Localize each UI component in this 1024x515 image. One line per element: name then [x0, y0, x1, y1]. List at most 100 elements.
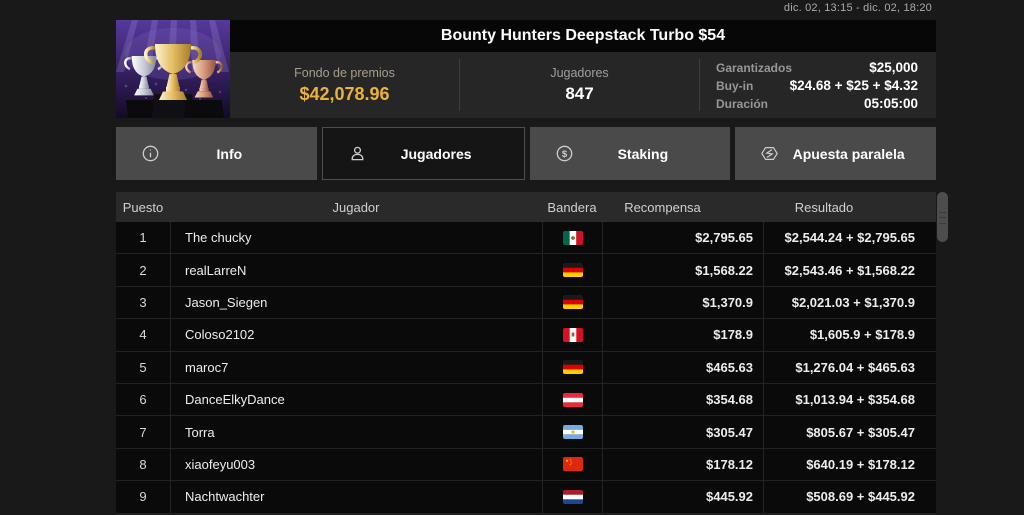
- bounty-cell: $465.63: [602, 351, 763, 383]
- divider: [699, 59, 700, 111]
- tab-staking[interactable]: $ Staking: [529, 127, 731, 180]
- player-name-cell: maroc7: [170, 351, 542, 383]
- tab-info[interactable]: Info: [116, 127, 317, 180]
- rank-cell: 4: [139, 327, 147, 343]
- tab-bar: Info Jugadores $ Staking: [116, 127, 936, 180]
- svg-text:$: $: [561, 149, 567, 160]
- rank-cell: 1: [139, 230, 147, 246]
- duration-value: 05:05:00: [863, 95, 918, 111]
- table-header: Puesto Jugador Bandera Recompensa Result…: [116, 192, 936, 222]
- column-header-jugador: Jugador: [332, 199, 380, 215]
- result-cell: $2,544.24 + $2,795.65: [763, 222, 923, 254]
- flag-cell: [542, 286, 602, 319]
- flag-peru: [562, 327, 583, 342]
- flag-germany: [562, 360, 583, 375]
- table-row[interactable]: 3 Jason_Siegen $1,370.9 $2,021.03 + $1,370.…: [116, 286, 936, 320]
- result-cell: $2,021.03 + $1,370.9: [763, 286, 923, 319]
- flag-mexico: [562, 230, 583, 245]
- table-row[interactable]: 7 Torra $305.47 $805.67 + $305.47: [116, 416, 936, 449]
- rank-cell: 7: [139, 424, 147, 440]
- tab-jugadores[interactable]: Jugadores: [321, 127, 525, 180]
- prize-pool-label: Fondo de premios: [294, 65, 395, 80]
- rank-cell: 9: [139, 489, 147, 505]
- column-header-resultado: Resultado: [794, 199, 854, 215]
- scrollbar-thumb[interactable]: [937, 192, 948, 242]
- bounty-cell: $178.9: [602, 319, 763, 351]
- player-name-cell: Nachtwachter: [170, 481, 542, 513]
- table-row[interactable]: 6 DanceElkyDance $354.68 $1,013.94 + $354.6…: [116, 383, 936, 417]
- prize-pool-value: $42,078.96: [299, 83, 390, 104]
- buyin-value: $24.68 + $25 + $4.32: [789, 77, 918, 93]
- tab-staking-label: Staking: [617, 145, 669, 162]
- tab-jugadores-label: Jugadores: [400, 145, 472, 162]
- flag-cell: [542, 383, 602, 416]
- players-count: Jugadores 847: [460, 52, 699, 118]
- tournament-header: Bounty Hunters Deepstack Turbo $54 Fondo…: [116, 20, 936, 118]
- bounty-cell: $445.92: [602, 481, 763, 513]
- duration-row: Duración 05:05:00: [716, 96, 918, 111]
- column-header-bandera: Bandera: [547, 199, 597, 215]
- flag-cell: [542, 254, 602, 286]
- flag-argentina: [562, 425, 583, 440]
- column-header-puesto: Puesto: [122, 199, 164, 215]
- person-icon: [349, 145, 367, 163]
- flag-cell: [542, 319, 602, 351]
- rank-cell: 5: [139, 359, 147, 375]
- flag-cell: [542, 222, 602, 254]
- tab-apuesta-paralela-label: Apuesta paralela: [792, 145, 905, 162]
- guaranteed-label: Garantizados: [716, 60, 793, 75]
- tournament-title: Bounty Hunters Deepstack Turbo $54: [440, 27, 726, 44]
- bounty-cell: $1,370.9: [602, 286, 763, 319]
- result-cell: $805.67 + $305.47: [763, 416, 923, 448]
- flag-china: [562, 457, 583, 472]
- player-name-cell: Jason_Siegen: [170, 286, 542, 319]
- bounty-cell: $178.12: [602, 448, 763, 481]
- tab-apuesta-paralela[interactable]: Apuesta paralela: [735, 127, 936, 180]
- table-row[interactable]: 4 Coloso2102 $178.9 $1,605.9 + $178.9: [116, 319, 936, 352]
- divider: [459, 59, 460, 111]
- column-header-recompensa: Recompensa: [624, 199, 701, 215]
- flag-cell: [542, 448, 602, 481]
- table-row[interactable]: 9 Nachtwachter $445.92 $508.69 + $445.92: [116, 481, 936, 514]
- bounty-cell: $1,568.22: [602, 254, 763, 286]
- flag-germany: [562, 263, 583, 278]
- title-bar: Bounty Hunters Deepstack Turbo $54: [230, 20, 936, 52]
- tab-info-label: Info: [216, 145, 243, 162]
- player-name-cell: Torra: [170, 416, 542, 448]
- bounty-cell: $2,795.65: [602, 222, 763, 254]
- flag-cell: [542, 351, 602, 383]
- duration-label: Duración: [716, 96, 769, 111]
- guaranteed-row: Garantizados $25,000: [716, 60, 918, 75]
- parallel-bet-icon: [761, 145, 779, 163]
- bounty-cell: $305.47: [602, 416, 763, 448]
- table-row[interactable]: 8 xiaofeyu003 $178.12 $640.19 + $178.12: [116, 448, 936, 482]
- flag-cell: [542, 481, 602, 513]
- result-cell: $1,013.94 + $354.68: [763, 383, 923, 416]
- dollar-circle-icon: $: [556, 145, 574, 163]
- table-body: 1 The chucky $2,795.65 $2,544.24 + $2,795.6…: [116, 222, 936, 514]
- player-name-cell: Coloso2102: [170, 319, 542, 351]
- flag-austria: [562, 392, 583, 407]
- prize-pool: Fondo de premios $42,078.96: [230, 52, 459, 118]
- guaranteed-value: $25,000: [869, 59, 918, 75]
- result-cell: $1,276.04 + $465.63: [763, 351, 923, 383]
- info-icon: [142, 145, 160, 163]
- flag-cell: [542, 416, 602, 448]
- player-name-cell: realLarreN: [170, 254, 542, 286]
- tournament-info-panel: Fondo de premios $42,078.96 Jugadores 84…: [230, 52, 936, 118]
- table-scrollbar[interactable]: [936, 192, 949, 515]
- flag-germany: [562, 295, 583, 310]
- rank-cell: 3: [139, 294, 147, 310]
- result-cell: $640.19 + $178.12: [763, 448, 923, 481]
- players-table: Puesto Jugador Bandera Recompensa Result…: [116, 192, 948, 514]
- players-label: Jugadores: [550, 66, 609, 80]
- bounty-cell: $354.68: [602, 383, 763, 416]
- player-name-cell: xiaofeyu003: [170, 448, 542, 481]
- table-row[interactable]: 1 The chucky $2,795.65 $2,544.24 + $2,795.6…: [116, 222, 936, 255]
- table-row[interactable]: 2 realLarreN $1,568.22 $2,543.46 + $1,568.2…: [116, 254, 936, 287]
- player-name-cell: The chucky: [170, 222, 542, 254]
- trophies-image: [116, 20, 230, 118]
- result-cell: $508.69 + $445.92: [763, 481, 923, 513]
- table-row[interactable]: 5 maroc7 $465.63 $1,276.04 + $465.63: [116, 351, 936, 384]
- flag-netherlands: [562, 489, 583, 504]
